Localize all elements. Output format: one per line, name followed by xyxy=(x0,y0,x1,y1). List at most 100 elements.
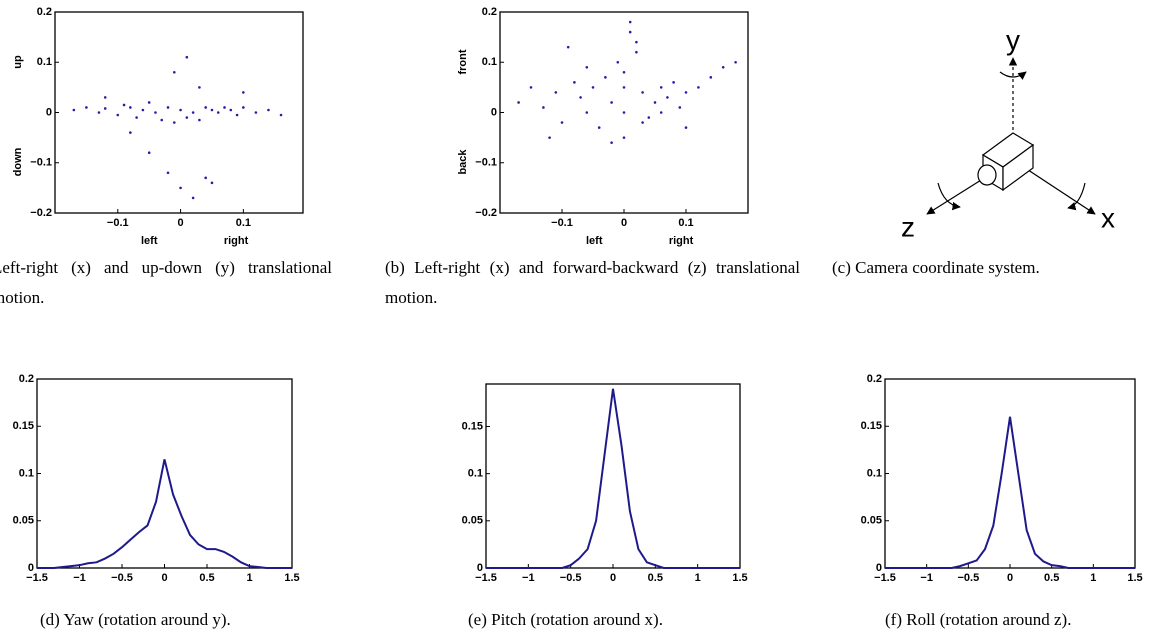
point xyxy=(672,81,675,84)
x-tick-label: −0.1 xyxy=(551,217,573,229)
plot-frame xyxy=(485,383,741,569)
line xyxy=(37,459,292,569)
point xyxy=(179,186,182,190)
axis-label: x xyxy=(1101,202,1115,233)
x-axis-word: left xyxy=(141,235,158,247)
x-tick-label: 1.5 xyxy=(732,572,747,584)
point xyxy=(147,151,151,154)
z-rotation xyxy=(937,182,961,211)
point xyxy=(604,76,607,79)
x-tick-label: 0 xyxy=(161,572,167,584)
point xyxy=(210,108,214,112)
point xyxy=(610,101,613,104)
point xyxy=(628,20,632,24)
point xyxy=(666,96,669,99)
point xyxy=(622,86,626,89)
point xyxy=(166,106,170,109)
point xyxy=(517,101,520,104)
plot-frame xyxy=(884,378,1136,569)
point xyxy=(697,86,700,89)
point xyxy=(204,106,207,109)
x-tick-label: 0.5 xyxy=(199,572,214,584)
x-axis-word: left xyxy=(586,235,603,247)
x-tick-label: 0.1 xyxy=(236,217,251,229)
point xyxy=(579,96,582,99)
x-tick-label: −1.5 xyxy=(475,572,497,584)
x-tick-label: 0 xyxy=(621,217,627,229)
point xyxy=(223,106,226,109)
y-tick-label: −0.2 xyxy=(30,207,52,219)
x-tick-label: −1 xyxy=(920,572,933,584)
point xyxy=(129,131,132,134)
x-tick-label: 0 xyxy=(610,572,616,584)
point xyxy=(191,196,195,200)
y-tick-label: 0.2 xyxy=(19,373,34,385)
camera-side xyxy=(1002,143,1034,192)
point xyxy=(204,176,207,180)
point xyxy=(721,65,725,69)
point xyxy=(154,111,157,114)
x-tick-label: −0.5 xyxy=(957,572,979,584)
point xyxy=(166,171,170,175)
point xyxy=(616,60,620,64)
y-tick-label: 0.15 xyxy=(462,420,483,432)
axis-label: y xyxy=(1006,24,1020,55)
y-tick-label: 0.05 xyxy=(462,515,483,527)
y-rotation xyxy=(999,71,1027,80)
x-tick-label: 1 xyxy=(695,572,701,584)
y-tick-label: 0.2 xyxy=(482,6,497,18)
point xyxy=(160,118,164,122)
y-tick-label: 0.1 xyxy=(19,467,34,479)
point xyxy=(116,113,120,117)
x-axis-word: right xyxy=(669,235,694,247)
point xyxy=(85,106,88,109)
point xyxy=(279,113,283,117)
y-tick-label: 0 xyxy=(491,106,497,118)
y-tick-label: 0 xyxy=(28,562,34,574)
point xyxy=(734,60,737,64)
point xyxy=(566,45,570,49)
point xyxy=(548,136,551,139)
point xyxy=(267,108,270,112)
point xyxy=(179,108,182,112)
point xyxy=(585,65,589,69)
y-tick-label: 0 xyxy=(477,562,483,574)
point xyxy=(172,121,176,124)
plot-frame xyxy=(36,378,293,569)
y-axis-word: down xyxy=(12,147,24,176)
x-tick-label: −0.5 xyxy=(560,572,582,584)
point xyxy=(135,116,138,119)
y-tick-label: 0 xyxy=(46,106,52,118)
x-tick-label: 1.5 xyxy=(284,572,299,584)
caption: (c) Camera coordinate system. xyxy=(832,258,1040,277)
y-tick-label: −0.2 xyxy=(475,207,497,219)
point xyxy=(597,126,601,129)
point xyxy=(622,136,626,139)
point xyxy=(635,50,638,54)
caption: (e) Pitch (rotation around x). xyxy=(468,610,663,629)
y-tick-label: 0.2 xyxy=(37,6,52,18)
point xyxy=(103,96,107,99)
point xyxy=(641,91,644,94)
y-tick-label: −0.1 xyxy=(30,157,52,169)
point xyxy=(229,108,233,112)
point xyxy=(610,141,613,144)
point xyxy=(72,108,76,112)
y-tick-label: 0.1 xyxy=(37,56,52,68)
y-axis-word: up xyxy=(12,55,24,69)
point xyxy=(684,126,688,129)
y-axis-word: front xyxy=(457,49,469,74)
point xyxy=(622,71,626,74)
camera-diagram xyxy=(926,57,1096,215)
line xyxy=(885,416,1135,569)
point xyxy=(573,81,576,84)
point xyxy=(242,91,245,94)
y-tick-label: 0.15 xyxy=(13,420,34,432)
point xyxy=(172,71,176,74)
point xyxy=(684,91,688,94)
plot-frame xyxy=(54,11,304,214)
x-rotation xyxy=(1067,182,1086,211)
x-tick-label: −0.1 xyxy=(107,217,129,229)
